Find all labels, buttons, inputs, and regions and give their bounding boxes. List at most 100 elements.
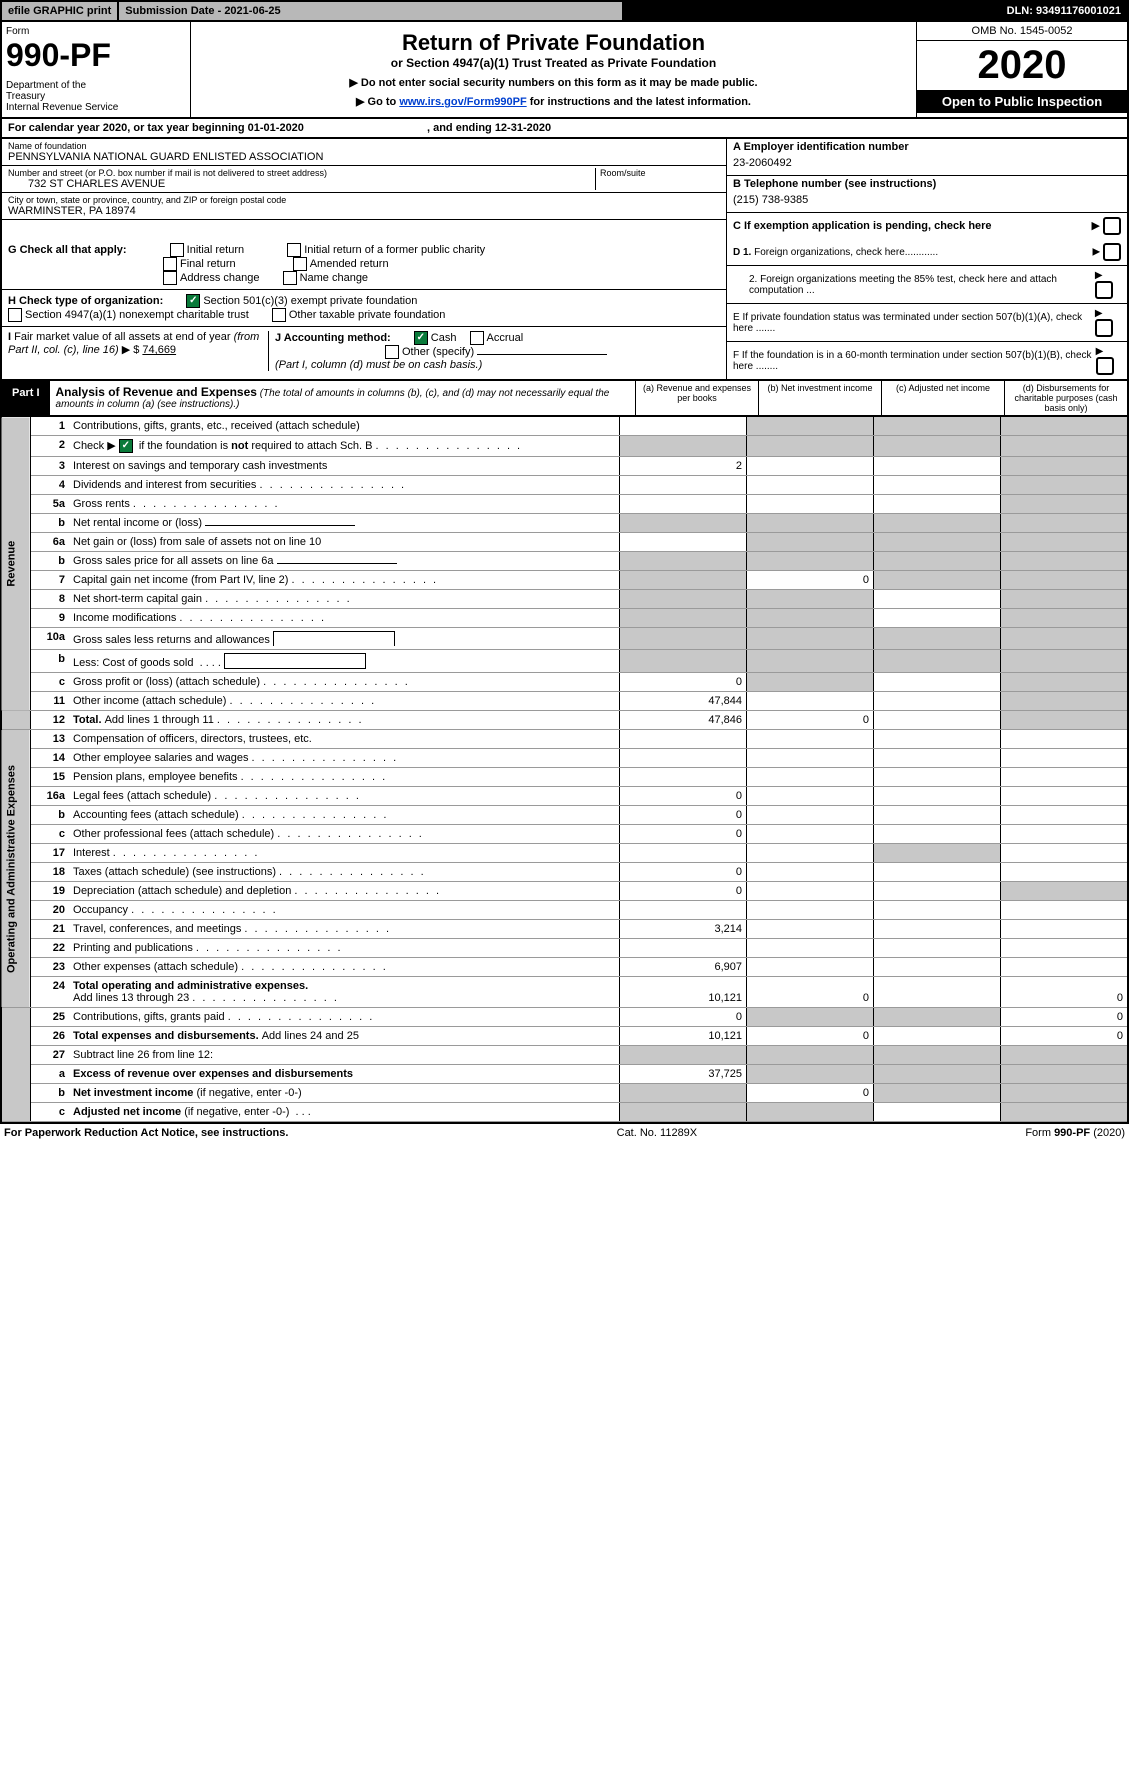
table-row: 19Depreciation (attach schedule) and dep… xyxy=(1,882,1128,901)
col-b-hdr: (b) Net investment income xyxy=(758,381,881,415)
ein-cell: A Employer identification number 23-2060… xyxy=(727,139,1127,176)
checkbox-amended[interactable] xyxy=(293,257,307,271)
checkbox-e[interactable] xyxy=(1095,319,1113,337)
table-row: 6aNet gain or (loss) from sale of assets… xyxy=(1,533,1128,552)
d2-row: 2. Foreign organizations meeting the 85%… xyxy=(727,266,1127,304)
table-row: Operating and Administrative Expenses 13… xyxy=(1,730,1128,749)
table-row: 12Total. Add lines 1 through 11 47,8460 xyxy=(1,711,1128,730)
ope-label: Operating and Administrative Expenses xyxy=(1,730,31,1008)
efile-label: efile GRAPHIC print xyxy=(2,2,119,20)
tax-year: 2020 xyxy=(917,41,1127,90)
table-row: 27Subtract line 26 from line 12: xyxy=(1,1046,1128,1065)
foundation-name-cell: Name of foundation PENNSYLVANIA NATIONAL… xyxy=(2,139,726,166)
table-row: 3Interest on savings and temporary cash … xyxy=(1,457,1128,476)
checks-area: G Check all that apply: Initial return I… xyxy=(0,239,1129,381)
checkbox-4947[interactable] xyxy=(8,308,22,322)
revenue-label: Revenue xyxy=(1,417,31,711)
checkbox-initial[interactable] xyxy=(170,243,184,257)
table-row: 21Travel, conferences, and meetings 3,21… xyxy=(1,920,1128,939)
table-row: 9Income modifications xyxy=(1,609,1128,628)
info-left: Name of foundation PENNSYLVANIA NATIONAL… xyxy=(2,139,726,239)
checkbox-other-method[interactable] xyxy=(385,345,399,359)
h-row: H Check type of organization: Section 50… xyxy=(2,290,726,327)
table-row: aExcess of revenue over expenses and dis… xyxy=(1,1065,1128,1084)
table-row: 11Other income (attach schedule) 47,844 xyxy=(1,692,1128,711)
checkbox-final[interactable] xyxy=(163,257,177,271)
table-row: 5aGross rents xyxy=(1,495,1128,514)
table-row: 17Interest xyxy=(1,844,1128,863)
form-title: Return of Private Foundation xyxy=(195,30,912,56)
checkbox-accrual[interactable] xyxy=(470,331,484,345)
header-left: Form 990-PF Department of theTreasuryInt… xyxy=(2,22,191,117)
form-header: Form 990-PF Department of theTreasuryInt… xyxy=(0,22,1129,119)
table-row: bAccounting fees (attach schedule) 0 xyxy=(1,806,1128,825)
part1-header: Part I Analysis of Revenue and Expenses … xyxy=(0,381,1129,417)
table-row: 2Check ▶ if the foundation is not requir… xyxy=(1,436,1128,457)
table-row: 20Occupancy xyxy=(1,901,1128,920)
table-row: 14Other employee salaries and wages xyxy=(1,749,1128,768)
form-number: 990-PF xyxy=(6,37,186,74)
form-subtitle: or Section 4947(a)(1) Trust Treated as P… xyxy=(195,56,912,70)
submission-date: Submission Date - 2021-06-25 xyxy=(119,2,624,20)
fmv-value: 74,669 xyxy=(142,344,176,356)
table-row: 16aLegal fees (attach schedule) 0 xyxy=(1,787,1128,806)
checkbox-501c3[interactable] xyxy=(186,294,200,308)
table-row: 18Taxes (attach schedule) (see instructi… xyxy=(1,863,1128,882)
irs-link[interactable]: www.irs.gov/Form990PF xyxy=(399,96,526,108)
checkbox-schb[interactable] xyxy=(119,439,133,453)
header-right: OMB No. 1545-0052 2020 Open to Public In… xyxy=(916,22,1127,117)
table-row: 4Dividends and interest from securities xyxy=(1,476,1128,495)
checkbox-d2[interactable] xyxy=(1095,281,1113,299)
table-row: bNet investment income (if negative, ent… xyxy=(1,1084,1128,1103)
checkbox-c[interactable] xyxy=(1103,217,1121,235)
checkbox-address[interactable] xyxy=(163,271,177,285)
part1-desc: Analysis of Revenue and Expenses (The to… xyxy=(50,381,635,415)
table-row: Revenue 1Contributions, gifts, grants, e… xyxy=(1,417,1128,436)
table-row: cAdjusted net income (if negative, enter… xyxy=(1,1103,1128,1122)
page-footer: For Paperwork Reduction Act Notice, see … xyxy=(0,1122,1129,1142)
checkbox-other-tax[interactable] xyxy=(272,308,286,322)
dln-label: DLN: 93491176001021 xyxy=(624,2,1127,20)
table-row: 8Net short-term capital gain xyxy=(1,590,1128,609)
table-row: 22Printing and publications xyxy=(1,939,1128,958)
entity-info: Name of foundation PENNSYLVANIA NATIONAL… xyxy=(0,139,1129,239)
table-row: cOther professional fees (attach schedul… xyxy=(1,825,1128,844)
inspection-label: Open to Public Inspection xyxy=(917,90,1127,113)
dept-label: Department of theTreasuryInternal Revenu… xyxy=(6,80,186,113)
checkbox-initial-former[interactable] xyxy=(287,243,301,257)
part1-table: Revenue 1Contributions, gifts, grants, e… xyxy=(0,417,1129,1122)
header-mid: Return of Private Foundation or Section … xyxy=(191,22,916,117)
top-bar: efile GRAPHIC print Submission Date - 20… xyxy=(0,0,1129,22)
table-row: 7Capital gain net income (from Part IV, … xyxy=(1,571,1128,590)
city-cell: City or town, state or province, country… xyxy=(2,193,726,220)
checkbox-name[interactable] xyxy=(283,271,297,285)
omb-number: OMB No. 1545-0052 xyxy=(917,22,1127,41)
d1-row: D 1. Foreign organizations, check here..… xyxy=(727,239,1127,266)
exemption-pending: C If exemption application is pending, c… xyxy=(727,213,1127,239)
col-d-hdr: (d) Disbursements for charitable purpose… xyxy=(1004,381,1127,415)
table-row: bLess: Cost of goods sold . . . . xyxy=(1,650,1128,673)
checks-right: D 1. Foreign organizations, check here..… xyxy=(726,239,1127,379)
table-row: 15Pension plans, employee benefits xyxy=(1,768,1128,787)
footer-left: For Paperwork Reduction Act Notice, see … xyxy=(4,1127,288,1139)
table-row: bNet rental income or (loss) xyxy=(1,514,1128,533)
checks-left: G Check all that apply: Initial return I… xyxy=(2,239,726,379)
form-note1: ▶ Do not enter social security numbers o… xyxy=(195,76,912,89)
checkbox-cash[interactable] xyxy=(414,331,428,345)
g-row: G Check all that apply: Initial return I… xyxy=(2,239,726,290)
table-row: 24Total operating and administrative exp… xyxy=(1,977,1128,1008)
table-row: 25Contributions, gifts, grants paid 00 xyxy=(1,1008,1128,1027)
phone-cell: B Telephone number (see instructions) (2… xyxy=(727,176,1127,213)
form-page: efile GRAPHIC print Submission Date - 20… xyxy=(0,0,1129,1142)
footer-mid: Cat. No. 11289X xyxy=(617,1127,698,1139)
table-row: bGross sales price for all assets on lin… xyxy=(1,552,1128,571)
form-word: Form xyxy=(6,26,186,37)
calendar-year-row: For calendar year 2020, or tax year begi… xyxy=(0,119,1129,139)
ij-row: I Fair market value of all assets at end… xyxy=(2,327,726,375)
checkbox-f[interactable] xyxy=(1096,357,1114,375)
table-row: 23Other expenses (attach schedule) 6,907 xyxy=(1,958,1128,977)
e-row: E If private foundation status was termi… xyxy=(727,304,1127,342)
checkbox-d1[interactable] xyxy=(1103,243,1121,261)
address-cell: Number and street (or P.O. box number if… xyxy=(2,166,726,193)
info-right: A Employer identification number 23-2060… xyxy=(726,139,1127,239)
